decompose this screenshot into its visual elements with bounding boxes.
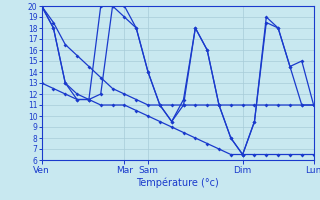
X-axis label: Température (°c): Température (°c) [136,177,219,188]
